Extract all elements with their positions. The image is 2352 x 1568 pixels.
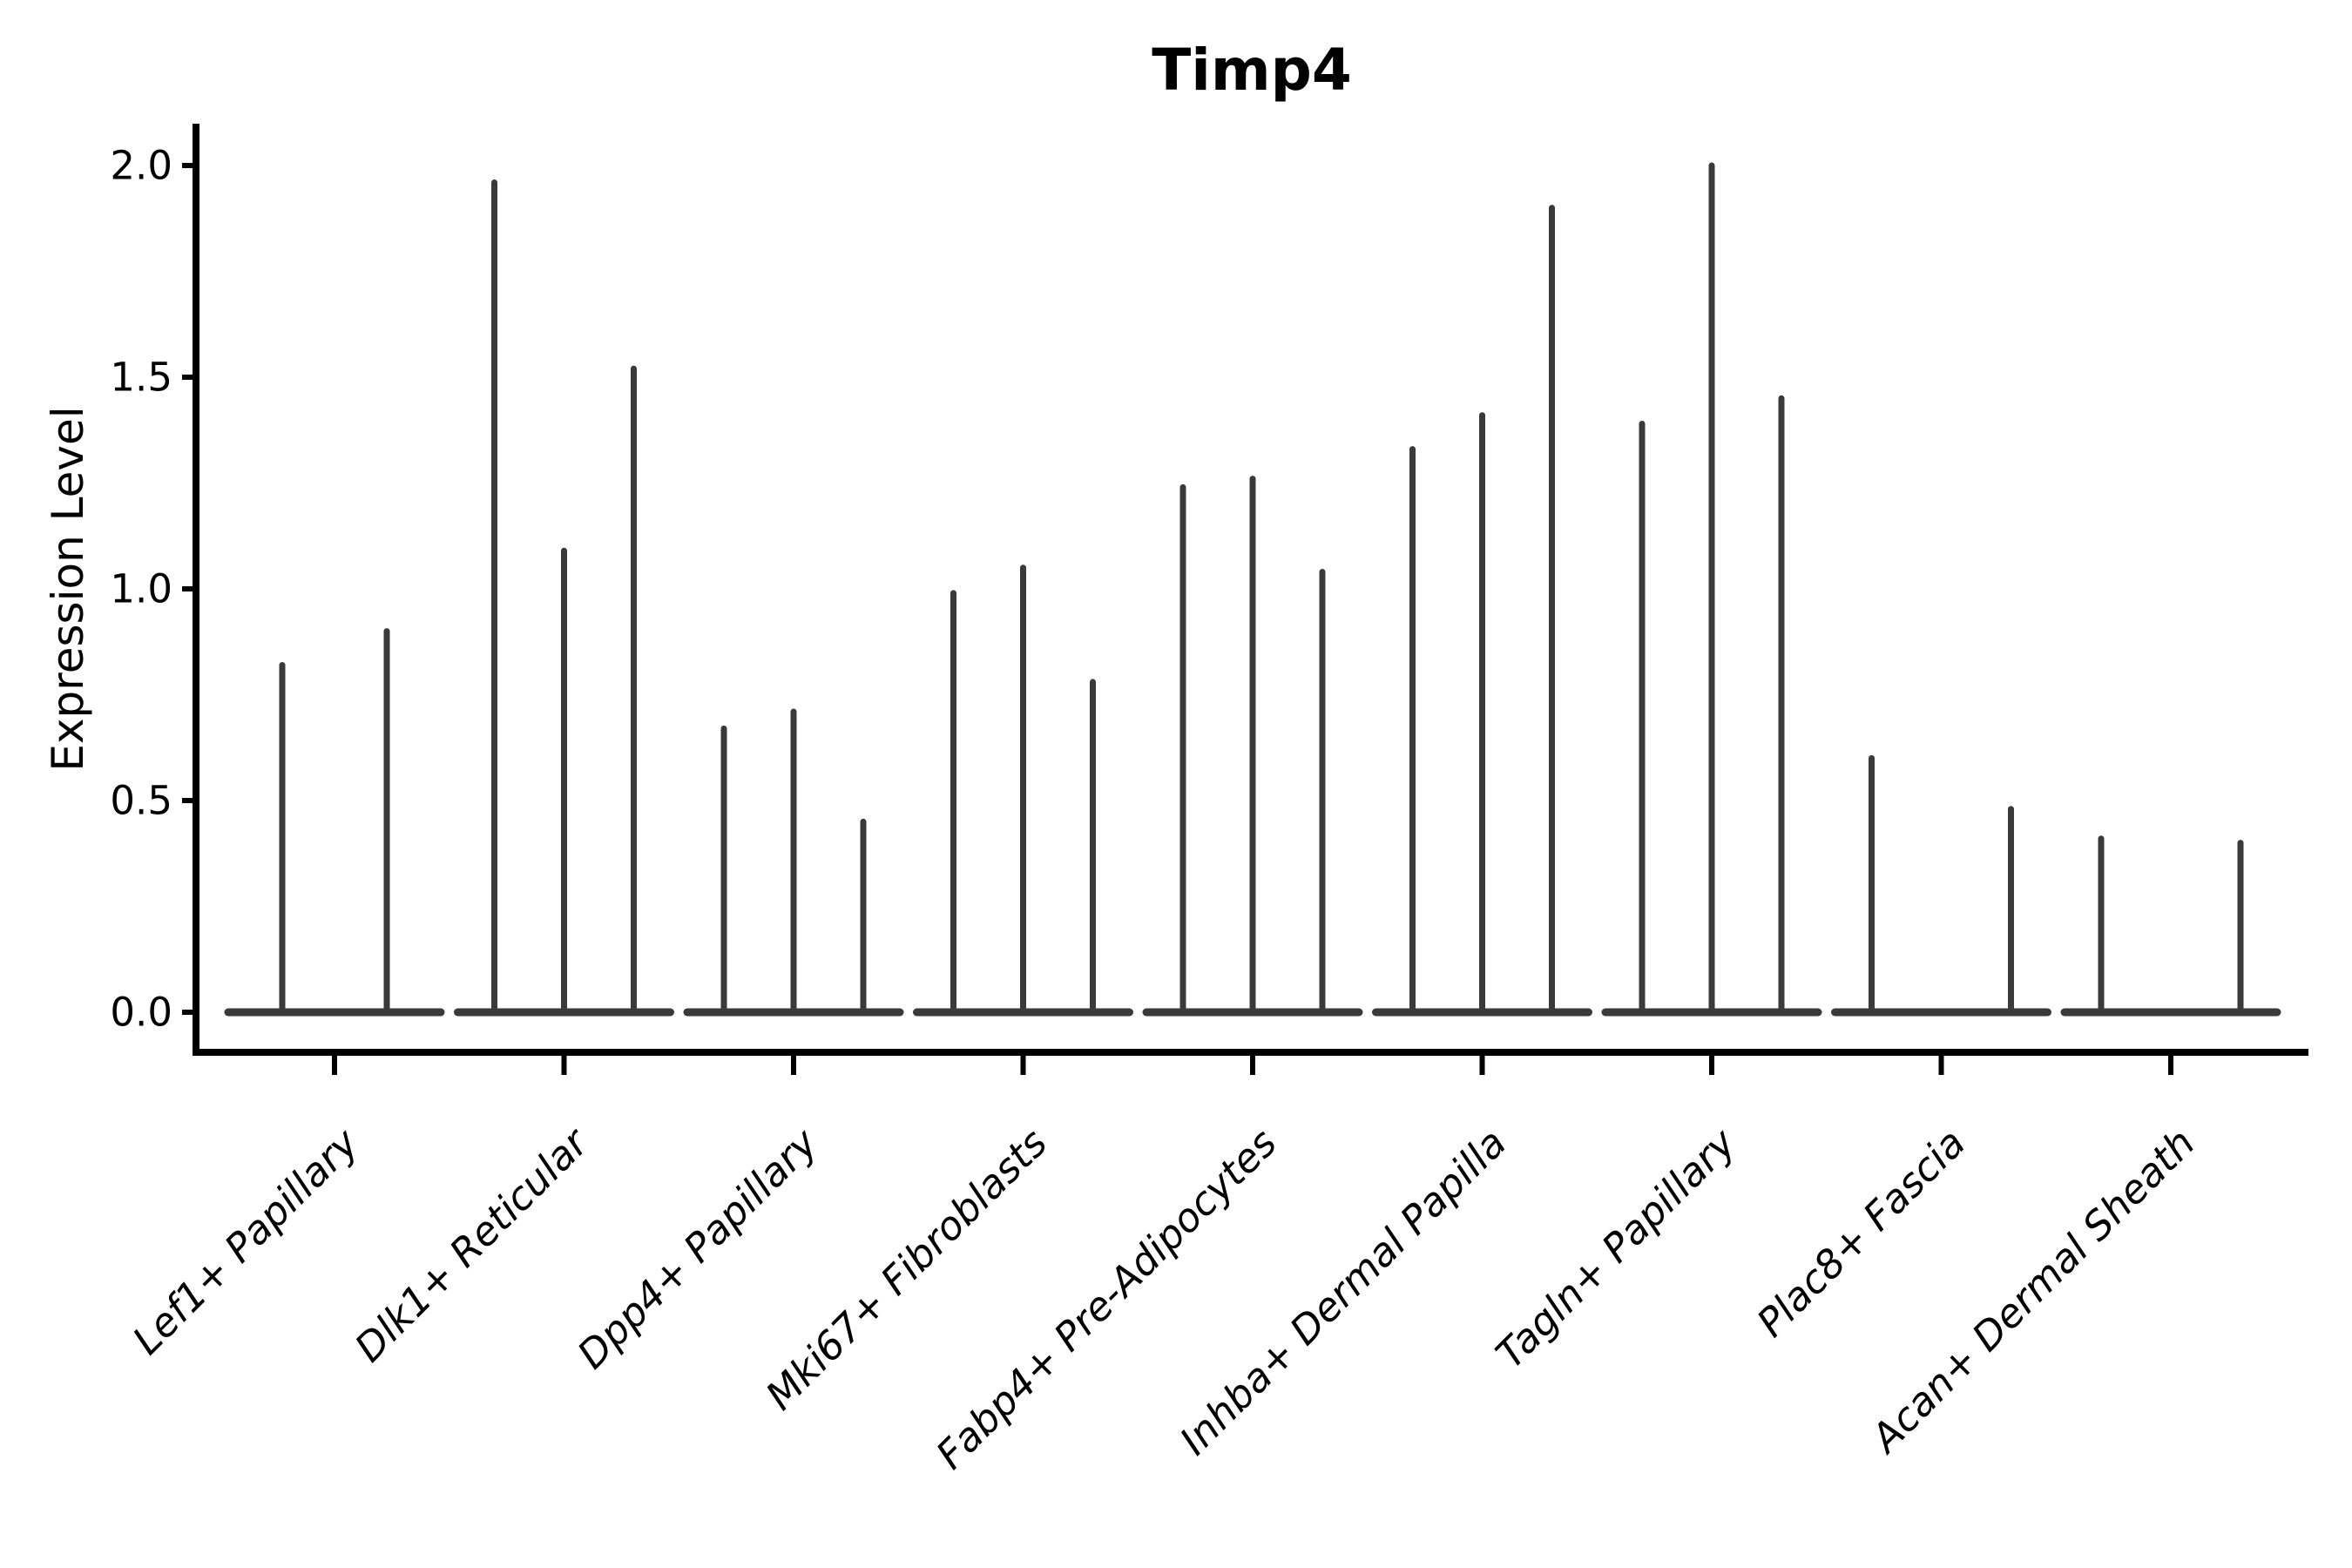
y-tick-label: 0.0	[110, 990, 172, 1036]
x-tick-label: Dpp4+ Papillary	[569, 1119, 828, 1377]
chart-title: Timp4	[1152, 37, 1352, 104]
x-tick-label: Plac8+ Fascia	[1748, 1119, 1975, 1346]
x-tick-label: Lef1+ Papillary	[124, 1119, 368, 1363]
y-tick-label: 1.5	[110, 355, 172, 401]
y-tick-label: 1.0	[110, 566, 172, 612]
y-tick-label: 0.5	[110, 778, 172, 824]
x-tick-label: Tagln+ Papillary	[1487, 1119, 1746, 1377]
y-tick-label: 2.0	[110, 143, 172, 189]
x-tick-label: Dlk1+ Reticular	[346, 1119, 598, 1371]
